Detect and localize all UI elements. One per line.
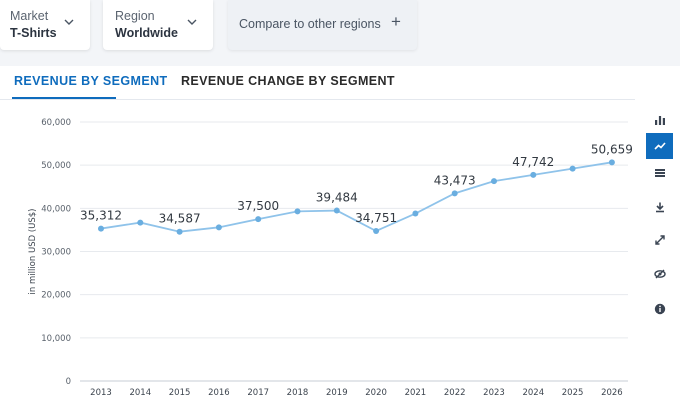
data-point (176, 228, 183, 235)
region-filter-label: Region (115, 9, 155, 23)
x-tick-label: 2014 (129, 388, 151, 398)
hide-button[interactable] (646, 261, 673, 287)
data-point (373, 227, 380, 234)
x-tick-label: 2024 (522, 388, 544, 398)
data-point (294, 208, 301, 215)
x-tick-label: 2022 (444, 388, 466, 398)
tab-revenue-change-by-segment[interactable]: REVENUE CHANGE BY SEGMENT (181, 74, 395, 88)
x-tick-label: 2026 (601, 388, 623, 398)
x-tick-label: 2019 (326, 388, 348, 398)
bar-chart-button[interactable] (646, 107, 673, 133)
plus-icon: + (391, 12, 401, 31)
market-filter[interactable]: Market T-Shirts (0, 0, 90, 50)
x-tick-label: 2018 (287, 388, 309, 398)
x-tick-label: 2021 (405, 388, 427, 398)
x-tick-label: 2013 (90, 388, 112, 398)
y-axis-label: in million USD (US$) (28, 209, 38, 295)
chevron-down-icon (64, 19, 74, 25)
data-label: 39,484 (316, 191, 358, 205)
y-tick-label: 0 (66, 377, 71, 387)
divider (0, 99, 635, 100)
data-point (491, 178, 497, 185)
data-point (255, 216, 262, 223)
series-line (100, 161, 613, 233)
data-point (98, 225, 104, 232)
active-tab-indicator (12, 97, 116, 99)
hide-icon (653, 269, 666, 279)
market-filter-value: T-Shirts (10, 26, 57, 40)
data-label: 35,312 (80, 209, 122, 223)
y-tick-label: 40,000 (41, 204, 71, 214)
chevron-down-icon (187, 19, 197, 25)
data-point (608, 159, 615, 166)
compare-regions-label: Compare to other regions (239, 17, 381, 31)
table-icon (654, 169, 665, 177)
download-icon (655, 202, 664, 213)
fullscreen-button[interactable] (646, 227, 673, 253)
y-tick-label: 20,000 (41, 291, 71, 301)
compare-regions-button[interactable]: Compare to other regions + (228, 0, 417, 50)
y-tick-label: 30,000 (41, 248, 71, 258)
fullscreen-icon (654, 235, 665, 245)
data-label: 43,473 (434, 173, 476, 187)
data-label: 50,659 (591, 142, 633, 156)
data-point (569, 165, 576, 172)
data-label: 34,751 (355, 211, 397, 225)
table-button[interactable] (646, 160, 673, 186)
data-point (215, 224, 222, 231)
region-filter-value: Worldwide (115, 26, 178, 40)
data-label: 37,500 (237, 199, 279, 213)
x-tick-label: 2017 (247, 388, 269, 398)
data-point (137, 219, 144, 226)
line-chart-icon (653, 142, 666, 150)
region-filter[interactable]: Region Worldwide (103, 0, 213, 50)
x-tick-label: 2023 (483, 388, 505, 398)
tab-revenue-by-segment[interactable]: REVENUE BY SEGMENT (14, 74, 168, 88)
y-tick-label: 10,000 (41, 334, 71, 344)
line-chart-button[interactable] (646, 133, 673, 159)
info-icon (654, 303, 665, 315)
data-label: 47,742 (512, 155, 554, 169)
data-point (333, 207, 340, 214)
filter-bar: Market T-Shirts Region Worldwide Compare… (0, 0, 680, 66)
bar-chart-icon (654, 116, 665, 125)
x-tick-label: 2020 (365, 388, 387, 398)
info-button[interactable] (646, 296, 673, 322)
chart-tabs: REVENUE BY SEGMENT REVENUE CHANGE BY SEG… (0, 66, 680, 100)
data-point (451, 190, 458, 197)
data-label: 34,587 (159, 212, 201, 226)
y-tick-label: 60,000 (41, 118, 71, 128)
x-tick-label: 2015 (169, 388, 191, 398)
market-filter-label: Market (10, 9, 49, 23)
x-tick-label: 2016 (208, 388, 230, 398)
download-button[interactable] (646, 194, 673, 220)
data-point (530, 171, 537, 178)
revenue-line-chart: 0 10,000 20,000 30,000 40,000 50,000 60,000 201… (28, 118, 633, 398)
x-tick-label: 2025 (562, 388, 584, 398)
data-point (412, 210, 419, 217)
y-tick-label: 50,000 (41, 161, 71, 171)
